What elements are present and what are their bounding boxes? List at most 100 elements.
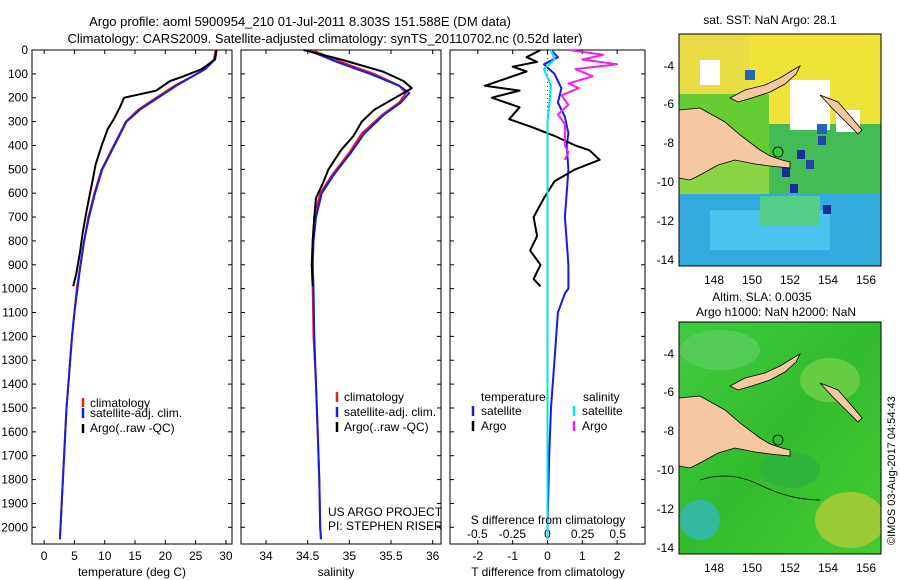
sla-ytick: -14 <box>657 541 675 555</box>
sla-xtick: 154 <box>818 561 838 575</box>
x-tick-label: 30 <box>219 549 233 563</box>
depth-axis: 0 100 200 300 400 500 600 700 800 900 1000 1100 1200… <box>1 43 232 534</box>
sst-patch-green <box>760 196 820 226</box>
difference-legend: temperature satellite Argo salinity sate… <box>471 390 623 433</box>
sla-map-panel: Altim. SLA: 0.0035 Argo h1000: NaN h2000… <box>657 290 882 575</box>
sst-map-title: sat. SST: NaN Argo: 28.1 <box>703 13 837 27</box>
legend-sal-satellite-label: satellite <box>582 404 623 418</box>
sst-xtick: 150 <box>742 273 762 287</box>
temperature-difference-xlabel: T difference from climatology <box>471 565 625 579</box>
sst-cold-pixel-6 <box>823 205 831 214</box>
series-line-argo-raw-qc- <box>72 49 218 287</box>
series-line-salinity-satellite <box>543 49 556 540</box>
sst-ytick: -8 <box>663 136 674 150</box>
sla-xtick: 152 <box>780 561 800 575</box>
sla-ytick: -10 <box>657 463 675 477</box>
sla-xtick: 150 <box>742 561 762 575</box>
depth-tick-label: 200 <box>8 91 28 105</box>
new-guinea-land <box>679 395 791 469</box>
solomon-islands-land <box>819 94 863 135</box>
legend-satellite-label: satellite-adj. clim. <box>90 406 182 420</box>
x-tick-label: 5 <box>71 549 78 563</box>
legend-climatology-label: climatology <box>344 390 404 404</box>
series-line-climatology <box>58 49 217 540</box>
sst-ytick: -4 <box>663 59 674 73</box>
new-guinea-land <box>679 107 791 181</box>
temperature-panel: 0100200300400500600700800900100011001200… <box>1 43 233 579</box>
new-britain-land <box>729 64 801 103</box>
sst-xtick: 156 <box>856 273 876 287</box>
sla-xtick: 148 <box>704 561 724 575</box>
temperature-xlabel: temperature (deg C) <box>78 565 186 579</box>
x-tick-label: 0 <box>41 549 48 563</box>
sla-map-y-axis: -4 -6 -8 -10 -12 -14 <box>657 347 675 555</box>
legend-climatology-label: climatology <box>90 396 150 410</box>
difference-panel: -2 -1 0 1 2-0.5 -0.25 0 0.25 0.5 S difference fr… <box>449 49 646 579</box>
solomon-islands-land <box>819 382 863 423</box>
salinity-axes-frame <box>240 49 442 545</box>
sst-missing-data-1 <box>790 80 830 130</box>
legend-salinity-title: salinity <box>583 390 620 404</box>
legend-temp-satellite-label: satellite <box>481 404 522 418</box>
sla-map-title-line1: Altim. SLA: 0.0035 <box>712 290 812 304</box>
salinity-panel: 34 34.5 35 35.5 36 salinity climatology sate… <box>240 49 443 579</box>
salinity-xlabel: salinity <box>318 565 355 579</box>
depth-tick-label: 1700 <box>1 449 28 463</box>
depth-tick-label: 300 <box>8 115 28 129</box>
depth-tick-label: 400 <box>8 138 28 152</box>
sla-ytick: -8 <box>663 424 674 438</box>
depth-tick-label: 1200 <box>1 329 28 343</box>
legend-sal-argo-label: Argo <box>582 419 608 433</box>
legend-argo-label: Argo(..raw -QC) <box>90 421 175 435</box>
sst-cold-pixel-7 <box>745 70 755 80</box>
x-tick-label: -2 <box>473 549 484 563</box>
x-tick-label: 1 <box>579 549 586 563</box>
depth-tick-label: 600 <box>8 186 28 200</box>
x-tick-label: 10 <box>98 549 112 563</box>
x-tick-label: 15 <box>128 549 142 563</box>
sst-xtick: 154 <box>818 273 838 287</box>
temperature-axes-frame <box>31 49 233 545</box>
sst-map-x-axis: 148 150 152 154 156 <box>704 273 876 287</box>
x-tick-label: 36 <box>426 549 440 563</box>
x-tick-label: 25 <box>189 549 203 563</box>
figure-title-line1: Argo profile: aoml 5900954_210 01-Jul-20… <box>89 14 511 29</box>
salinity-x-axis: 34 34.5 35 35.5 36 <box>259 50 440 563</box>
series-line-temperature-satellite <box>543 49 570 528</box>
sst-cold-pixel-4 <box>790 184 798 193</box>
salinity-series <box>303 49 413 540</box>
sla-map-x-axis: 148 150 152 154 156 <box>704 561 876 575</box>
sst-ytick: -10 <box>657 175 675 189</box>
series-line-argo-raw-qc- <box>303 49 413 287</box>
salinity-diff-tick-label: -0.5 <box>467 527 488 541</box>
sla-ytick: -12 <box>657 502 675 516</box>
depth-tick-label: 500 <box>8 162 28 176</box>
sst-cold-pixel-2 <box>797 150 805 159</box>
depth-tick-label: 1600 <box>1 425 28 439</box>
salinity-diff-tick-label: 0.5 <box>609 527 626 541</box>
depth-tick-label: 800 <box>8 234 28 248</box>
sst-map-y-axis: -4 -6 -8 -10 -12 -14 <box>657 59 675 267</box>
sst-xtick: 148 <box>704 273 724 287</box>
sla-map-image <box>679 322 881 554</box>
sla-argo-float-marker <box>772 434 784 446</box>
x-tick-label: 2 <box>614 549 621 563</box>
sla-patch-4 <box>680 500 720 540</box>
x-tick-label: 35.5 <box>379 549 403 563</box>
x-tick-label: -1 <box>507 549 518 563</box>
series-line-satellite-adj-clim- <box>307 49 411 540</box>
x-tick-label: 35 <box>343 549 357 563</box>
sst-cold-pixel-1 <box>782 168 790 177</box>
sla-patch-2 <box>800 358 860 402</box>
sst-map-frame <box>678 33 882 267</box>
depth-tick-label: 1100 <box>2 306 28 320</box>
series-line-satellite-adj-clim- <box>58 49 218 540</box>
depth-tick-label: 100 <box>8 67 28 81</box>
sst-argo-float-marker <box>772 146 784 158</box>
salinity-diff-tick-label: 0.25 <box>571 527 595 541</box>
series-line-temperature-argo <box>483 49 601 287</box>
sst-ytick: -12 <box>657 214 675 228</box>
difference-series <box>483 49 619 540</box>
salinity-legend: climatology satellite-adj. clim. Argo(..… <box>335 390 436 434</box>
